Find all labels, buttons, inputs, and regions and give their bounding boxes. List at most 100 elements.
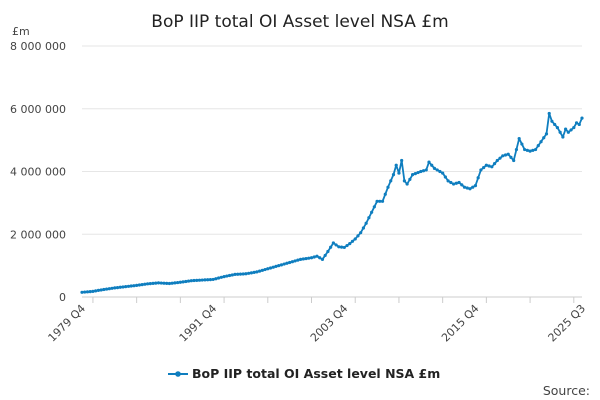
data-point[interactable]	[91, 289, 95, 293]
data-point[interactable]	[151, 281, 155, 285]
data-point[interactable]	[129, 284, 133, 288]
data-point[interactable]	[214, 277, 218, 281]
data-point[interactable]	[476, 176, 480, 180]
data-point[interactable]	[372, 205, 376, 209]
data-point[interactable]	[536, 144, 540, 148]
data-point[interactable]	[271, 265, 275, 269]
data-point[interactable]	[523, 147, 527, 152]
data-point[interactable]	[137, 283, 141, 287]
data-point[interactable]	[509, 155, 513, 159]
data-point[interactable]	[446, 179, 450, 183]
data-point[interactable]	[274, 264, 278, 269]
data-point[interactable]	[318, 256, 322, 260]
data-point[interactable]	[118, 285, 122, 289]
data-point[interactable]	[156, 281, 161, 285]
data-point[interactable]	[282, 262, 286, 266]
data-point[interactable]	[99, 288, 103, 292]
data-point[interactable]	[165, 281, 169, 285]
data-point[interactable]	[298, 257, 303, 261]
data-point[interactable]	[178, 280, 182, 284]
data-point[interactable]	[577, 122, 581, 127]
data-point[interactable]	[348, 242, 352, 246]
data-point[interactable]	[244, 272, 248, 276]
data-point[interactable]	[342, 245, 346, 250]
data-point[interactable]	[413, 171, 417, 176]
data-point[interactable]	[501, 154, 505, 158]
data-point[interactable]	[104, 287, 109, 291]
data-point[interactable]	[498, 156, 502, 160]
data-point[interactable]	[88, 289, 92, 294]
data-point[interactable]	[484, 163, 488, 167]
data-point[interactable]	[315, 254, 319, 258]
data-point[interactable]	[473, 184, 478, 188]
data-point[interactable]	[288, 260, 292, 265]
data-point[interactable]	[380, 199, 385, 203]
data-point[interactable]	[558, 130, 562, 134]
data-point[interactable]	[468, 187, 472, 191]
data-point[interactable]	[266, 267, 270, 271]
data-point[interactable]	[544, 132, 549, 136]
data-point[interactable]	[449, 180, 453, 185]
data-point[interactable]	[326, 249, 330, 254]
data-point[interactable]	[241, 272, 245, 276]
data-point[interactable]	[290, 260, 294, 264]
data-point[interactable]	[397, 171, 401, 175]
data-point[interactable]	[277, 264, 281, 268]
data-point[interactable]	[542, 136, 546, 140]
data-point[interactable]	[140, 283, 144, 287]
data-point[interactable]	[506, 152, 510, 156]
data-point[interactable]	[411, 173, 415, 177]
data-point[interactable]	[547, 111, 551, 116]
data-point[interactable]	[427, 160, 431, 164]
data-point[interactable]	[572, 125, 576, 130]
data-point[interactable]	[309, 256, 314, 260]
data-point[interactable]	[454, 181, 458, 185]
data-point[interactable]	[230, 273, 234, 277]
data-point[interactable]	[170, 281, 174, 285]
data-point[interactable]	[181, 280, 185, 284]
data-point[interactable]	[219, 275, 223, 279]
data-point[interactable]	[279, 263, 284, 267]
data-point[interactable]	[167, 281, 172, 286]
data-point[interactable]	[222, 275, 226, 279]
data-point[interactable]	[233, 272, 237, 277]
data-point[interactable]	[370, 210, 374, 214]
data-point[interactable]	[490, 165, 494, 169]
data-point[interactable]	[561, 135, 565, 139]
data-point[interactable]	[419, 169, 423, 174]
data-point[interactable]	[94, 289, 98, 293]
data-point[interactable]	[533, 147, 538, 152]
data-point[interactable]	[574, 121, 579, 125]
data-point[interactable]	[364, 221, 368, 225]
data-point[interactable]	[143, 282, 147, 286]
data-point[interactable]	[225, 274, 229, 278]
data-point[interactable]	[435, 168, 439, 172]
data-point[interactable]	[539, 140, 543, 144]
data-point[interactable]	[430, 163, 434, 167]
data-point[interactable]	[569, 128, 573, 132]
data-point[interactable]	[353, 237, 357, 241]
data-point[interactable]	[394, 163, 398, 167]
data-point[interactable]	[462, 185, 467, 189]
data-point[interactable]	[203, 278, 207, 282]
data-point[interactable]	[517, 136, 521, 141]
data-point[interactable]	[113, 286, 117, 290]
data-point[interactable]	[405, 182, 409, 186]
data-point[interactable]	[337, 245, 341, 249]
data-point[interactable]	[487, 164, 491, 168]
data-point[interactable]	[580, 116, 584, 120]
data-point[interactable]	[492, 162, 497, 166]
data-point[interactable]	[339, 245, 344, 249]
data-point[interactable]	[263, 267, 267, 272]
data-point[interactable]	[391, 173, 396, 177]
data-point[interactable]	[329, 245, 333, 249]
data-point[interactable]	[110, 286, 114, 290]
data-point[interactable]	[186, 279, 191, 283]
data-point[interactable]	[206, 278, 210, 282]
data-point[interactable]	[173, 281, 177, 285]
data-point[interactable]	[195, 278, 199, 282]
data-point[interactable]	[514, 147, 519, 152]
data-point[interactable]	[115, 285, 120, 290]
data-point[interactable]	[258, 269, 262, 273]
data-point[interactable]	[236, 272, 240, 276]
